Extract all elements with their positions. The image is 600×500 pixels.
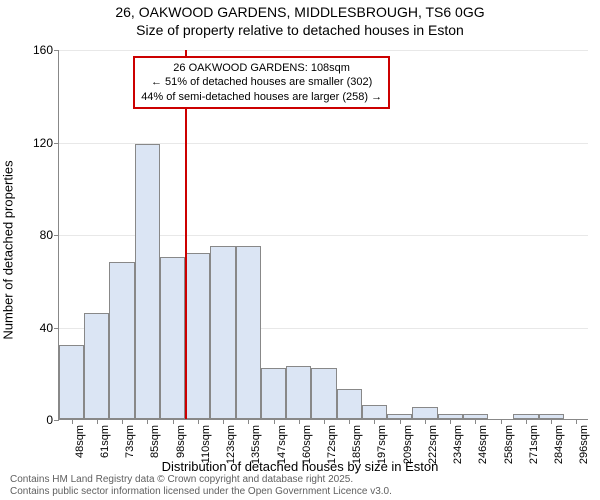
chart-footnote: Contains HM Land Registry data © Crown c… bbox=[10, 474, 392, 498]
x-tick-label: 73sqm bbox=[124, 425, 136, 458]
histogram-bar bbox=[160, 257, 185, 419]
x-tick-mark bbox=[198, 419, 199, 424]
histogram-bar bbox=[337, 389, 362, 419]
histogram-bar bbox=[286, 366, 311, 419]
callout-line: ← 51% of detached houses are smaller (30… bbox=[141, 75, 382, 89]
x-tick-mark bbox=[349, 419, 350, 424]
gridline bbox=[59, 50, 588, 51]
histogram-bar bbox=[135, 144, 160, 419]
callout-line: 44% of semi-detached houses are larger (… bbox=[141, 90, 382, 104]
x-tick-label: 110sqm bbox=[200, 425, 212, 463]
histogram-bar bbox=[84, 313, 109, 419]
x-tick-mark bbox=[501, 419, 502, 424]
histogram-bar bbox=[210, 246, 235, 419]
x-tick-mark bbox=[425, 419, 426, 424]
x-tick-mark bbox=[324, 419, 325, 424]
y-tick-label: 80 bbox=[40, 228, 53, 242]
x-tick-mark bbox=[450, 419, 451, 424]
x-tick-label: 98sqm bbox=[175, 425, 187, 458]
plot-area: 0408012016048sqm61sqm73sqm85sqm98sqm110s… bbox=[58, 50, 588, 420]
x-tick-mark bbox=[374, 419, 375, 424]
y-tick-mark bbox=[54, 328, 59, 329]
histogram-bar bbox=[59, 345, 84, 419]
x-tick-mark bbox=[274, 419, 275, 424]
property-size-chart: 26, OAKWOOD GARDENS, MIDDLESBROUGH, TS6 … bbox=[0, 0, 600, 500]
histogram-bar bbox=[311, 368, 336, 419]
footnote-line2: Contains public sector information licen… bbox=[10, 486, 392, 498]
x-tick-mark bbox=[173, 419, 174, 424]
x-axis-label: Distribution of detached houses by size … bbox=[0, 459, 600, 474]
x-tick-mark bbox=[223, 419, 224, 424]
x-tick-mark bbox=[576, 419, 577, 424]
chart-title-line2: Size of property relative to detached ho… bbox=[0, 22, 600, 40]
histogram-bar bbox=[362, 405, 387, 419]
y-tick-mark bbox=[54, 235, 59, 236]
callout-box: 26 OAKWOOD GARDENS: 108sqm← 51% of detac… bbox=[133, 56, 390, 109]
histogram-bar bbox=[412, 407, 437, 419]
y-tick-label: 0 bbox=[46, 413, 53, 427]
y-axis-label: Number of detached properties bbox=[1, 71, 16, 250]
y-tick-label: 40 bbox=[40, 321, 53, 335]
x-tick-label: 61sqm bbox=[99, 425, 111, 458]
y-tick-mark bbox=[54, 143, 59, 144]
histogram-bar bbox=[185, 253, 210, 420]
footnote-line1: Contains HM Land Registry data © Crown c… bbox=[10, 474, 392, 486]
x-tick-mark bbox=[299, 419, 300, 424]
chart-title-line1: 26, OAKWOOD GARDENS, MIDDLESBROUGH, TS6 … bbox=[0, 4, 600, 22]
x-tick-mark bbox=[551, 419, 552, 424]
y-tick-label: 120 bbox=[33, 136, 53, 150]
callout-line: 26 OAKWOOD GARDENS: 108sqm bbox=[141, 61, 382, 75]
x-tick-mark bbox=[122, 419, 123, 424]
x-tick-mark bbox=[248, 419, 249, 424]
x-tick-label: 85sqm bbox=[149, 425, 161, 458]
y-tick-mark bbox=[54, 50, 59, 51]
y-tick-mark bbox=[54, 420, 59, 421]
x-tick-mark bbox=[475, 419, 476, 424]
y-tick-label: 160 bbox=[33, 43, 53, 57]
histogram-bar bbox=[261, 368, 286, 419]
x-tick-label: 48sqm bbox=[74, 425, 86, 458]
x-tick-mark bbox=[97, 419, 98, 424]
x-tick-mark bbox=[147, 419, 148, 424]
histogram-bar bbox=[236, 246, 261, 419]
x-tick-mark bbox=[400, 419, 401, 424]
histogram-bar bbox=[109, 262, 134, 419]
chart-title: 26, OAKWOOD GARDENS, MIDDLESBROUGH, TS6 … bbox=[0, 4, 600, 39]
x-tick-mark bbox=[72, 419, 73, 424]
x-tick-mark bbox=[526, 419, 527, 424]
